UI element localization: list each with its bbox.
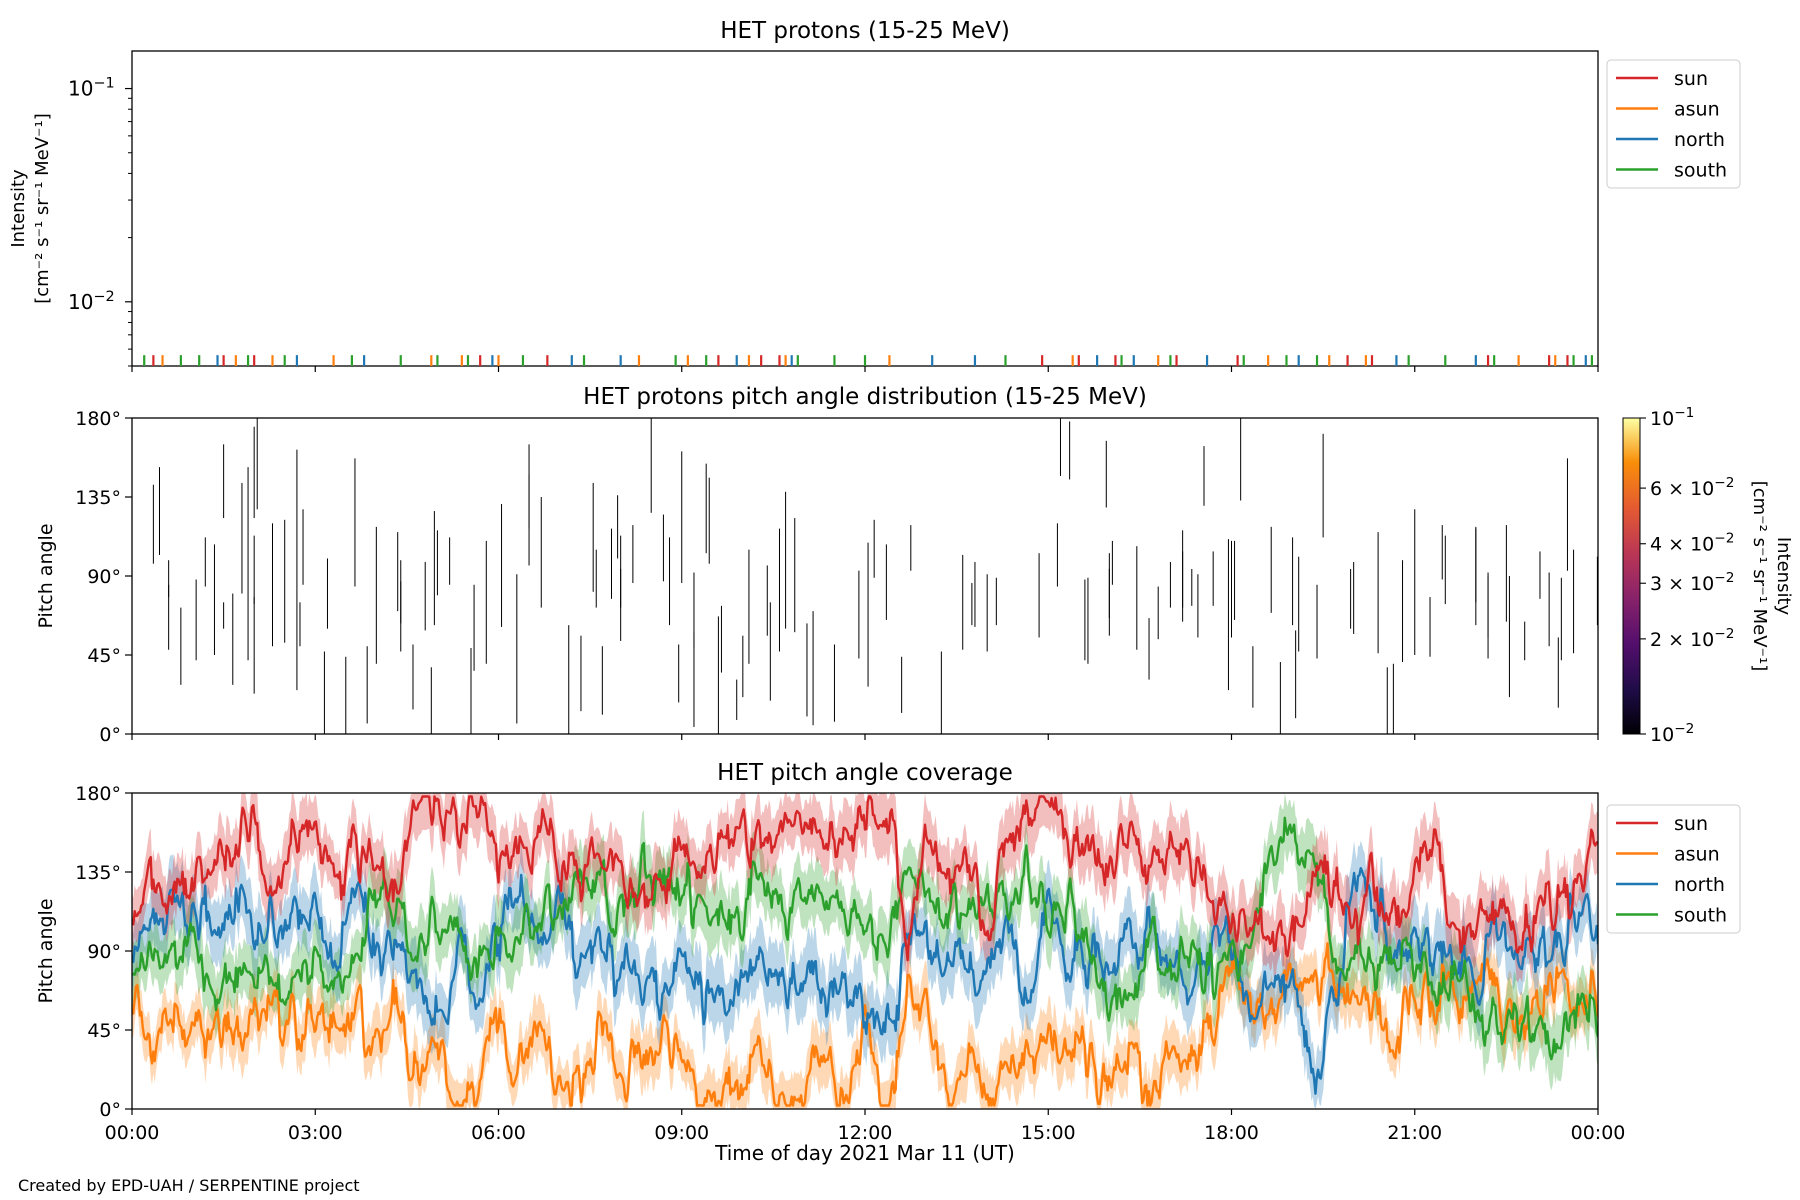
colorbar — [1622, 417, 1641, 735]
panel-pitch-distribution: HET protons pitch angle distribution (15… — [35, 384, 1794, 746]
colorbar-tick-label-2: 4 × 10−2 — [1650, 531, 1734, 556]
panel3-title: HET pitch angle coverage — [717, 760, 1013, 786]
panel3-ytick-label-1: 45° — [87, 1020, 121, 1042]
panel2-ylabel: Pitch angle — [35, 523, 57, 628]
panel2-ytick-label-0: 0° — [99, 724, 121, 746]
panel3-xtick-label-7: 21:00 — [1387, 1122, 1442, 1144]
colorbar-tick-label-3: 3 × 10−2 — [1650, 570, 1734, 595]
panel3-legend-box — [1606, 804, 1741, 934]
panel3-band-south — [132, 793, 1598, 1091]
colorbar-tick-label-5: 10−2 — [1650, 721, 1694, 746]
panel3-ylabel: Pitch angle — [35, 898, 57, 1003]
panel3-xtick-label-8: 00:00 — [1571, 1122, 1626, 1144]
panel3-xtick-label-6: 18:00 — [1204, 1122, 1259, 1144]
panel3-xtick-label-4: 12:00 — [838, 1122, 893, 1144]
colorbar-tick-label-1: 6 × 10−2 — [1650, 475, 1734, 500]
panel1-legend-label-sun: sun — [1674, 68, 1708, 90]
panel2-ytick-label-1: 45° — [87, 645, 121, 667]
panel3-line-asun — [132, 942, 1598, 1107]
panel3-xtick-label-5: 15:00 — [1021, 1122, 1076, 1144]
panel2-ytick-label-3: 135° — [75, 487, 121, 509]
panel3-xtick-label-0: 00:00 — [105, 1122, 160, 1144]
panel1-legend-label-south: south — [1674, 160, 1727, 182]
panel2-ylabel-text: Pitch angle — [35, 523, 57, 628]
panel3-ytick-label-4: 180° — [75, 783, 121, 805]
colorbar-tick-label-4: 2 × 10−2 — [1650, 626, 1734, 651]
colorbar-label-unit: [cm⁻² s⁻¹ sr⁻¹ MeV⁻¹] — [1749, 481, 1770, 672]
panel1-ylabel-text: Intensity — [8, 169, 29, 248]
panel3-band-sun — [132, 793, 1598, 989]
panel1-ytick-label-1: 10−2 — [68, 289, 115, 314]
panel-pitch-coverage: HET pitch angle coverage 0° 45° 90° 135° 180°… — [35, 760, 1741, 1165]
panel1-ylabel: Intensity [cm⁻² s⁻¹ sr⁻¹ MeV⁻¹] — [8, 113, 53, 304]
panel3-line-north — [132, 867, 1598, 1095]
panel3-ytick-label-0: 0° — [99, 1099, 121, 1121]
panel3-band-north — [132, 840, 1598, 1109]
panel3-legend-label-sun: sun — [1674, 813, 1708, 835]
panel3-legend-label-south: south — [1674, 905, 1727, 927]
panel3-plot — [132, 793, 1598, 1109]
panel3-ylabel-text: Pitch angle — [35, 898, 57, 1003]
panel3-ytick-label-2: 90° — [87, 941, 121, 963]
panel1-title: HET protons (15-25 MeV) — [720, 18, 1010, 44]
xaxis-label: Time of day 2021 Mar 11 (UT) — [714, 1141, 1015, 1165]
panel3-xtick-label-1: 03:00 — [288, 1122, 343, 1144]
panel1-legend-box — [1606, 59, 1741, 189]
panel1-ylabel-unit: [cm⁻² s⁻¹ sr⁻¹ MeV⁻¹] — [32, 113, 53, 304]
colorbar-label-text: Intensity — [1773, 537, 1794, 616]
panel-intensity: HET protons (15-25 MeV) 10−1 10−2 Intensity… — [8, 18, 1741, 372]
panel1-legend: sun asun north south — [1606, 59, 1741, 189]
panel3-line-sun — [132, 795, 1598, 962]
colorbar-label: Intensity[cm⁻² s⁻¹ sr⁻¹ MeV⁻¹] — [1749, 481, 1794, 672]
panel3-xtick-label-3: 09:00 — [654, 1122, 709, 1144]
panel1-frame — [131, 50, 1599, 367]
panel3-legend: sun asun north south — [1606, 804, 1741, 934]
panel3-xtick-label-2: 06:00 — [471, 1122, 526, 1144]
colorbar-tick-label-0: 10−1 — [1650, 405, 1694, 430]
footer-credit: Created by EPD-UAH / SERPENTINE project — [18, 1176, 360, 1195]
panel3-legend-label-asun: asun — [1674, 844, 1720, 866]
panel2-title: HET protons pitch angle distribution (15… — [583, 384, 1147, 410]
panel1-legend-label-asun: asun — [1674, 99, 1720, 121]
panel3-line-south — [132, 816, 1598, 1061]
panel1-legend-label-north: north — [1674, 129, 1725, 151]
panel2-ytick-label-4: 180° — [75, 408, 121, 430]
panel2-ytick-label-2: 90° — [87, 566, 121, 588]
panel3-legend-label-north: north — [1674, 874, 1725, 896]
panel1-ytick-label-0: 10−1 — [68, 76, 115, 101]
panel3-ytick-label-3: 135° — [75, 862, 121, 884]
